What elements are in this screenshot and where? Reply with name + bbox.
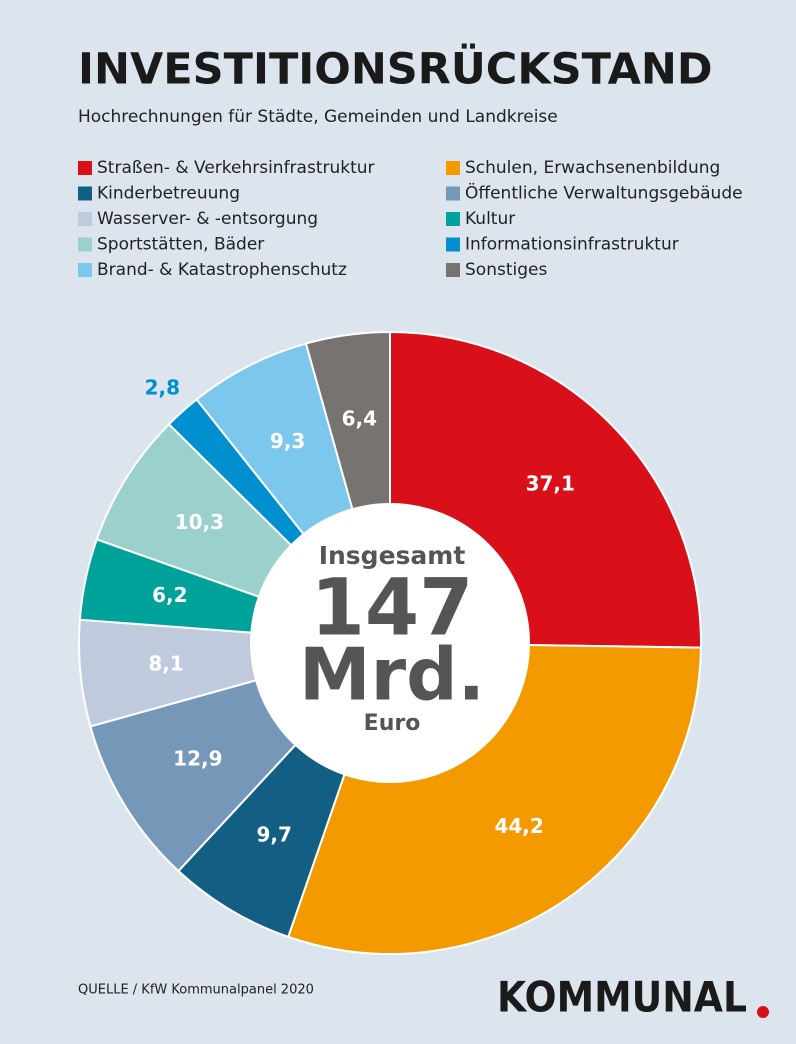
legend-label: Straßen- & Verkehrsinfrastruktur — [97, 158, 375, 178]
center-currency: Euro — [364, 711, 421, 736]
value-label: 37,1 — [526, 472, 575, 496]
brand-logo: KOMMUNAL — [497, 973, 747, 1022]
legend-swatch — [446, 161, 460, 175]
center-title: Insgesamt — [319, 541, 466, 570]
legend-swatch — [446, 212, 460, 226]
legend-label: Kinderbetreuung — [97, 184, 240, 204]
legend-swatch — [78, 161, 92, 175]
legend-label: Schulen, Erwachsenenbildung — [465, 158, 720, 178]
legend-label: Sonstiges — [465, 260, 547, 280]
legend-label: Wasserver- & -entsorgung — [97, 209, 318, 229]
legend: Straßen- & Verkehrsinfrastruktur Schulen,… — [78, 158, 743, 280]
value-label: 6,4 — [342, 407, 377, 431]
value-label: 12,9 — [173, 747, 222, 771]
chart-title: INVESTITIONSRÜCKSTAND — [78, 44, 713, 95]
value-label: 9,3 — [270, 429, 305, 453]
chart-subtitle: Hochrechnungen für Städte, Gemeinden und… — [78, 107, 558, 127]
legend-swatch — [446, 263, 460, 277]
value-label: 8,1 — [148, 652, 183, 676]
legend-swatch — [78, 237, 92, 252]
source: QUELLE / KfW Kommunalpanel 2020 — [78, 983, 314, 998]
legend-swatch — [446, 186, 460, 201]
legend-swatch — [446, 237, 460, 252]
brand-dot — [757, 1006, 769, 1018]
legend-label: Sportstätten, Bäder — [97, 235, 264, 255]
value-label: 10,3 — [175, 510, 224, 534]
legend-swatch — [78, 186, 92, 201]
legend-label: Öffentliche Verwaltungsgebäude — [465, 182, 743, 204]
center-value: 147 — [311, 563, 474, 653]
donut-hole — [250, 503, 530, 783]
legend-swatch — [78, 263, 92, 277]
value-label: 2,8 — [145, 376, 180, 400]
center-unit: Mrd. — [299, 633, 485, 717]
legend-swatch — [78, 212, 92, 226]
legend-label: Brand- & Katastrophenschutz — [97, 260, 347, 280]
legend-label: Kultur — [465, 209, 515, 229]
value-label: 9,7 — [256, 822, 291, 846]
value-label: 44,2 — [494, 814, 543, 838]
value-label: 6,2 — [152, 583, 187, 607]
legend-label: Informationsinfrastruktur — [465, 235, 679, 255]
